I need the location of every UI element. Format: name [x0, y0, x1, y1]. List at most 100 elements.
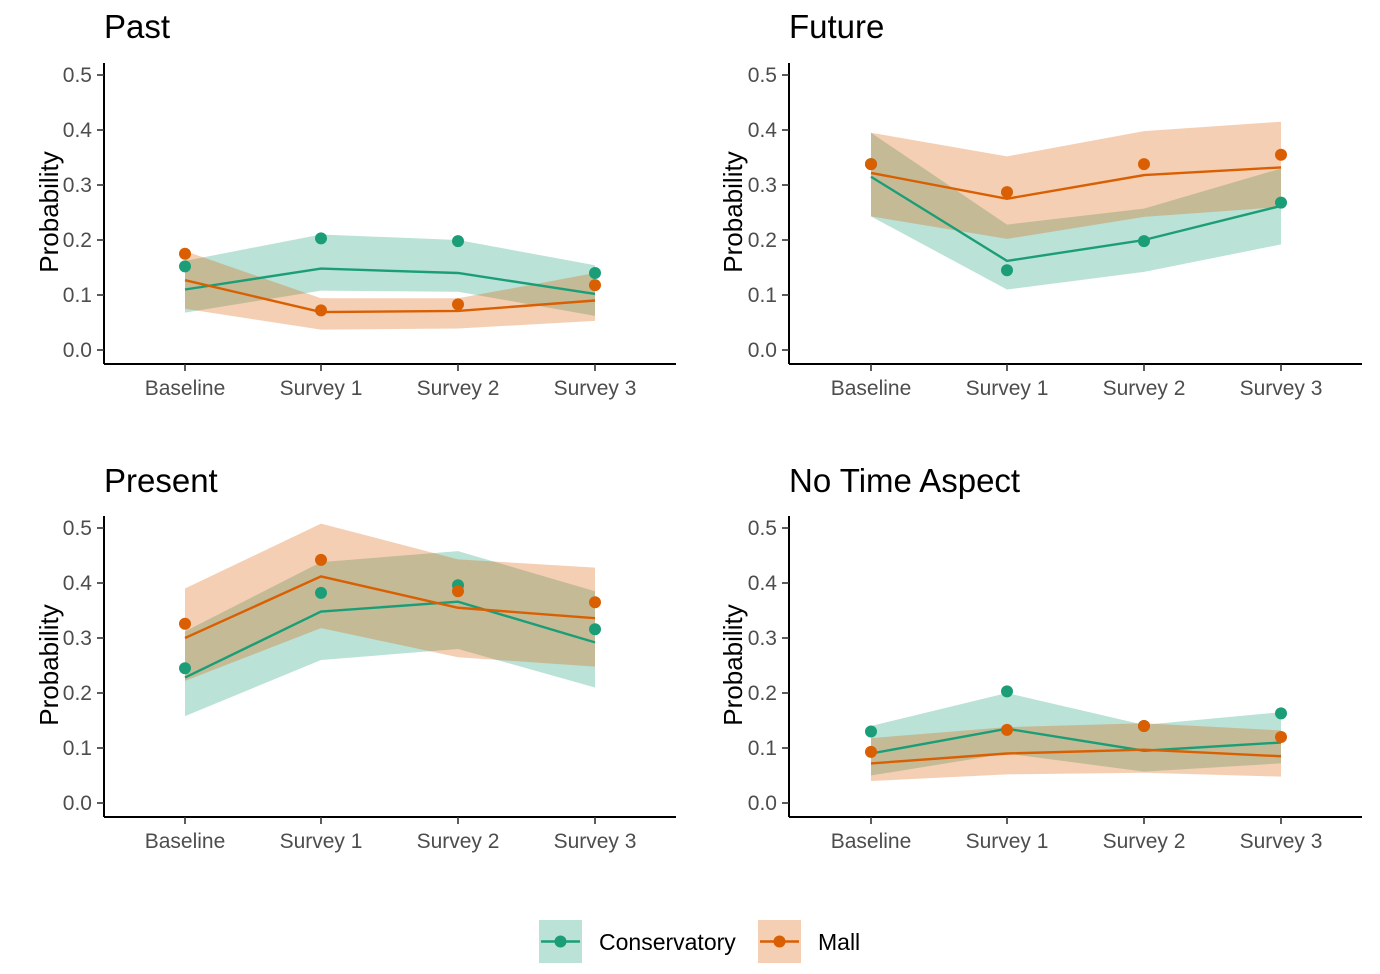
y-tick-label: 0.2: [748, 229, 777, 252]
y-tick-label: 0.2: [748, 682, 777, 705]
legend-label: Mall: [818, 929, 860, 955]
y-tick-label: 0.3: [63, 174, 92, 197]
point-mall: [1001, 723, 1013, 736]
x-tick-label: Survey 3: [1240, 830, 1323, 853]
y-tick-label: 0.4: [63, 572, 93, 595]
point-mall: [1138, 158, 1150, 171]
y-tick-label: 0.5: [748, 517, 777, 540]
y-tick-label: 0.2: [63, 229, 92, 252]
x-tick-label: Survey 3: [1240, 377, 1323, 400]
ribbon-conservatory: [185, 234, 595, 316]
x-tick-label: Baseline: [831, 377, 912, 400]
point-conservatory: [865, 725, 877, 738]
x-tick-label: Survey 2: [1103, 377, 1186, 400]
panel-future: Future Probability 0.0 0.1 0.2 0.3 0.4 0.5 Basel…: [718, 8, 1362, 400]
ribbon-mall: [185, 523, 595, 681]
point-conservatory: [1275, 707, 1287, 720]
point-conservatory: [315, 586, 327, 599]
y-tick-label: 0.3: [748, 627, 777, 650]
x-tick-label: Baseline: [145, 830, 226, 853]
point-mall: [589, 596, 601, 609]
ribbon-conservatory: [871, 132, 1281, 290]
x-tick-label: Survey 2: [1103, 830, 1186, 853]
y-tick-label: 0.0: [748, 339, 777, 362]
y-tick-label: 0.2: [63, 682, 92, 705]
point-conservatory: [589, 623, 601, 636]
point-mall: [179, 617, 191, 630]
point-mall: [865, 745, 877, 758]
point-mall: [1001, 186, 1013, 199]
y-tick-label: 0.5: [63, 517, 92, 540]
y-tick-label: 0.3: [63, 627, 92, 650]
x-tick-label: Survey 2: [417, 377, 500, 400]
x-tick-label: Baseline: [145, 377, 226, 400]
legend-item-conservatory: Conservatory: [539, 920, 736, 963]
panel-title: Present: [104, 462, 218, 499]
point-conservatory: [589, 267, 601, 279]
y-tick-label: 0.3: [748, 174, 777, 197]
point-mall: [179, 247, 191, 260]
y-tick-label: 0.4: [63, 119, 93, 142]
y-tick-label: 0.1: [63, 737, 92, 760]
point-conservatory: [452, 235, 464, 248]
panel-title: No Time Aspect: [789, 462, 1020, 499]
y-axis-title: Probability: [718, 604, 748, 725]
line-mall: [184, 278, 596, 314]
y-axis-title: Probability: [34, 604, 64, 725]
line-mall: [870, 748, 1282, 765]
y-tick-label: 0.0: [63, 339, 92, 362]
line-conservatory: [870, 727, 1282, 755]
point-mall: [589, 279, 601, 292]
panel-no-time-aspect: No Time Aspect Probability 0.0 0.1 0.2 0.3 0.4…: [718, 462, 1362, 853]
line-conservatory: [184, 267, 596, 296]
y-tick-label: 0.4: [748, 119, 778, 142]
point-conservatory: [1001, 264, 1013, 277]
x-tick-label: Survey 2: [417, 830, 500, 853]
panel-present: Present Probability 0.0 0.1 0.2 0.3 0.4 0.5 Base…: [34, 462, 676, 853]
line-mall: [184, 575, 596, 640]
point-mall: [1138, 720, 1150, 732]
y-axis-title: Probability: [34, 151, 64, 272]
x-tick-label: Survey 1: [966, 830, 1049, 853]
point-mall: [1275, 148, 1287, 161]
legend-item-mall: Mall: [758, 920, 860, 963]
x-tick-label: Survey 1: [966, 377, 1049, 400]
point-conservatory: [1001, 685, 1013, 698]
point-conservatory: [1275, 196, 1287, 209]
point-mall: [452, 298, 464, 311]
legend: Conservatory Mall: [539, 920, 860, 963]
point-conservatory: [179, 260, 191, 273]
x-tick-label: Survey 1: [280, 377, 363, 400]
y-tick-label: 0.1: [748, 737, 777, 760]
ribbon-mall: [871, 121, 1281, 239]
x-tick-label: Survey 3: [554, 830, 637, 853]
point-conservatory: [1138, 235, 1150, 248]
y-axis-title: Probability: [718, 151, 748, 272]
legend-key-point: [554, 935, 567, 948]
point-mall: [315, 304, 327, 317]
point-conservatory: [315, 232, 327, 245]
x-tick-label: Baseline: [831, 830, 912, 853]
legend-key-point: [773, 935, 786, 948]
y-tick-label: 0.5: [748, 64, 777, 87]
point-conservatory: [179, 662, 191, 675]
y-tick-label: 0.0: [63, 792, 92, 815]
line-conservatory: [870, 175, 1282, 263]
y-tick-label: 0.5: [63, 64, 92, 87]
legend-label: Conservatory: [599, 929, 736, 955]
y-tick-label: 0.0: [748, 792, 777, 815]
y-tick-label: 0.1: [748, 284, 777, 307]
panel-title: Future: [789, 8, 884, 45]
y-tick-label: 0.1: [63, 284, 92, 307]
x-tick-label: Survey 3: [554, 377, 637, 400]
point-mall: [452, 585, 464, 598]
ribbon-mall: [185, 251, 595, 330]
line-conservatory: [184, 600, 596, 679]
panel-title: Past: [104, 8, 170, 45]
point-mall: [315, 553, 327, 566]
point-mall: [865, 158, 877, 171]
panel-past: Past Probability 0.0 0.1 0.2 0.3 0.4 0.5 Baselin…: [34, 8, 676, 400]
x-tick-label: Survey 1: [280, 830, 363, 853]
point-mall: [1275, 731, 1287, 743]
